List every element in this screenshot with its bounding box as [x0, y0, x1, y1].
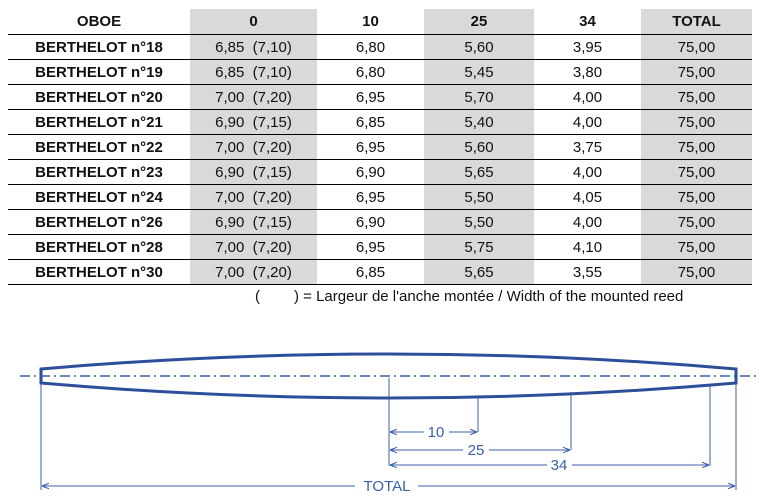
oboe-model-cell: BERTHELOT n°19 — [8, 59, 190, 85]
measurement-cell: 6,90 — [317, 209, 424, 235]
measurement-cell: 5,60 — [424, 134, 534, 160]
measurement-cell: 6,80 — [317, 34, 424, 60]
oboe-model-cell: BERTHELOT n°22 — [8, 134, 190, 160]
table-row: BERTHELOT n°21 6,90 (7,15) 6,85 5,40 4,00 75,… — [8, 109, 752, 135]
measurement-cell: 4,00 — [534, 159, 641, 185]
measurement-cell: 5,75 — [424, 234, 534, 260]
measurement-cell: 6,85 (7,10) — [190, 59, 317, 85]
measurement-cell: 3,80 — [534, 59, 641, 85]
measurement-cell: 6,95 — [317, 84, 424, 110]
measurement-cell: 75,00 — [641, 159, 752, 185]
measurement-cell: 5,45 — [424, 59, 534, 85]
measurement-cell: 5,40 — [424, 109, 534, 135]
oboe-model-cell: BERTHELOT n°21 — [8, 109, 190, 135]
dim-label-25: 25 — [468, 442, 485, 459]
oboe-model-cell: BERTHELOT n°28 — [8, 234, 190, 260]
measurement-cell: 75,00 — [641, 59, 752, 85]
header-25: 25 — [424, 9, 534, 35]
measurement-cell: 4,10 — [534, 234, 641, 260]
measurement-cell: 3,55 — [534, 259, 641, 285]
measurement-cell: 6,85 — [317, 109, 424, 135]
measurement-cell: 5,65 — [424, 159, 534, 185]
oboe-model-cell: BERTHELOT n°20 — [8, 84, 190, 110]
legend-text: ) = Largeur de l'anche montée / Width of… — [294, 288, 684, 305]
measurement-cell: 3,75 — [534, 134, 641, 160]
measurement-cell: 7,00 (7,20) — [190, 134, 317, 160]
legend-open-paren: ( — [255, 288, 260, 305]
measurement-cell: 6,90 (7,15) — [190, 159, 317, 185]
measurement-cell: 75,00 — [641, 259, 752, 285]
dim-label-10: 10 — [428, 424, 445, 441]
measurement-cell: 5,60 — [424, 34, 534, 60]
table-row: BERTHELOT n°26 6,90 (7,15) 6,90 5,50 4,00 75,… — [8, 209, 752, 235]
measurement-cell: 75,00 — [641, 109, 752, 135]
measurement-cell: 6,95 — [317, 234, 424, 260]
measurement-cell: 75,00 — [641, 134, 752, 160]
table-row: BERTHELOT n°19 6,85 (7,10) 6,80 5,45 3,80 75,… — [8, 59, 752, 85]
measurement-cell: 3,95 — [534, 34, 641, 60]
oboe-model-cell: BERTHELOT n°18 — [8, 34, 190, 60]
measurement-cell: 6,95 — [317, 184, 424, 210]
measurement-cell: 6,95 — [317, 134, 424, 160]
measurement-cell: 7,00 (7,20) — [190, 259, 317, 285]
measurement-cell: 6,80 — [317, 59, 424, 85]
measurement-cell: 5,70 — [424, 84, 534, 110]
measurement-cell: 4,00 — [534, 84, 641, 110]
reed-dimensions-table: OBOE 0 10 25 34 TOTAL BERTHELOT n°18 6,85… — [8, 9, 752, 285]
measurement-cell: 6,90 (7,15) — [190, 109, 317, 135]
header-10: 10 — [317, 9, 424, 35]
measurement-cell: 75,00 — [641, 84, 752, 110]
dim-label-34: 34 — [551, 457, 568, 474]
measurement-cell: 4,05 — [534, 184, 641, 210]
measurement-cell: 6,85 — [317, 259, 424, 285]
measurement-cell: 75,00 — [641, 184, 752, 210]
measurement-cell: 7,00 (7,20) — [190, 234, 317, 260]
measurement-cell: 6,90 — [317, 159, 424, 185]
table-row: BERTHELOT n°24 7,00 (7,20) 6,95 5,50 4,05 75,… — [8, 184, 752, 210]
measurement-cell: 5,50 — [424, 209, 534, 235]
measurement-cell: 6,85 (7,10) — [190, 34, 317, 60]
measurement-cell: 7,00 (7,20) — [190, 84, 317, 110]
table-row: BERTHELOT n°28 7,00 (7,20) 6,95 5,75 4,10 75,… — [8, 234, 752, 260]
oboe-model-cell: BERTHELOT n°26 — [8, 209, 190, 235]
table-row: BERTHELOT n°30 7,00 (7,20) 6,85 5,65 3,55 75,… — [8, 259, 752, 285]
measurement-cell: 75,00 — [641, 209, 752, 235]
measurement-cell: 5,65 — [424, 259, 534, 285]
measurement-cell: 6,90 (7,15) — [190, 209, 317, 235]
measurement-cell: 4,00 — [534, 109, 641, 135]
dim-label-total: TOTAL — [364, 478, 411, 495]
oboe-model-cell: BERTHELOT n°30 — [8, 259, 190, 285]
measurement-cell: 5,50 — [424, 184, 534, 210]
header-0: 0 — [190, 9, 317, 35]
table-row: BERTHELOT n°20 7,00 (7,20) 6,95 5,70 4,00 75,… — [8, 84, 752, 110]
header-34: 34 — [534, 9, 641, 35]
table-row: BERTHELOT n°18 6,85 (7,10) 6,80 5,60 3,95 75,… — [8, 34, 752, 60]
table-header-row: OBOE 0 10 25 34 TOTAL — [8, 9, 752, 35]
measurement-cell: 75,00 — [641, 34, 752, 60]
table-row: BERTHELOT n°22 7,00 (7,20) 6,95 5,60 3,75 75,… — [8, 134, 752, 160]
legend-note: ( ) = Largeur de l'anche montée / Width o… — [255, 288, 683, 305]
table-row: BERTHELOT n°23 6,90 (7,15) 6,90 5,65 4,00 75,… — [8, 159, 752, 185]
measurement-cell: 75,00 — [641, 234, 752, 260]
header-oboe: OBOE — [8, 9, 190, 35]
table-body: BERTHELOT n°18 6,85 (7,10) 6,80 5,60 3,95 75,… — [8, 34, 752, 285]
oboe-model-cell: BERTHELOT n°24 — [8, 184, 190, 210]
measurement-cell: 7,00 (7,20) — [190, 184, 317, 210]
oboe-model-cell: BERTHELOT n°23 — [8, 159, 190, 185]
measurement-cell: 4,00 — [534, 209, 641, 235]
header-total: TOTAL — [641, 9, 752, 35]
